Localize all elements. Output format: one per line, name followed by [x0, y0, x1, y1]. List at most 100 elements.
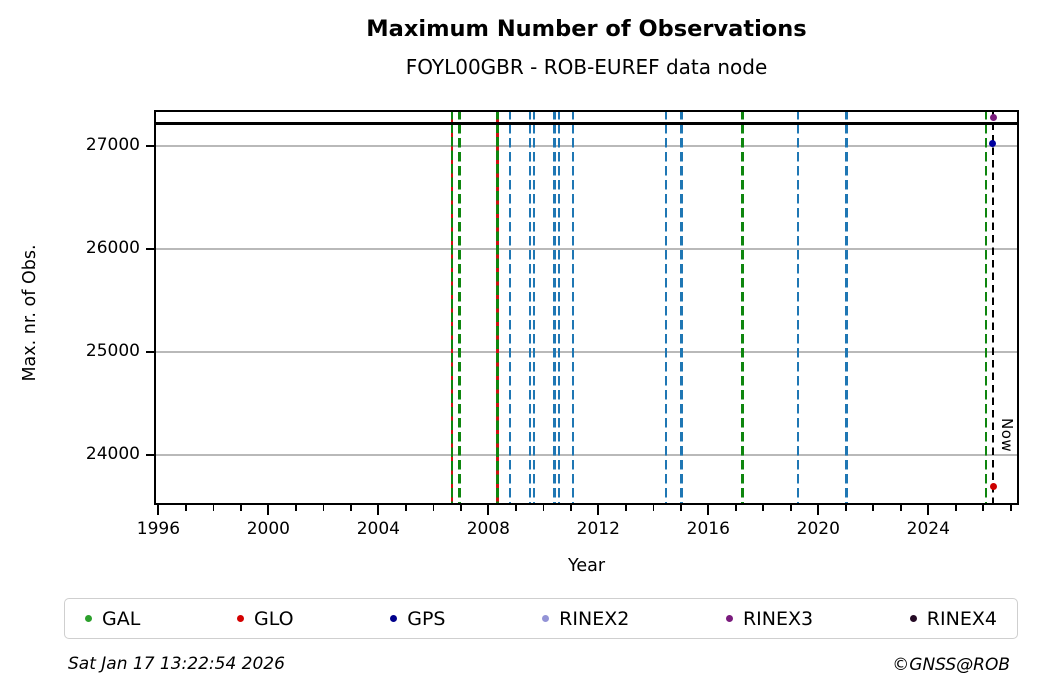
event-line-gps	[797, 110, 800, 505]
x-minor-tick-mark	[982, 505, 985, 511]
x-minor-tick-mark	[322, 505, 325, 511]
y-tick-label: 27000	[85, 135, 140, 156]
x-minor-tick-mark	[460, 505, 462, 511]
x-minor-tick-mark	[350, 505, 352, 511]
y-tick-mark	[146, 351, 154, 354]
event-line-gps	[680, 110, 683, 505]
x-tick-mark	[927, 505, 930, 515]
x-minor-tick-mark	[625, 505, 627, 511]
x-minor-tick-mark	[185, 505, 187, 511]
legend-item-glo: GLO	[236, 607, 294, 630]
x-minor-tick-mark	[515, 505, 517, 511]
event-line-gps	[528, 110, 532, 505]
event-line-gps	[845, 110, 848, 505]
x-tick-label: 2000	[246, 519, 290, 539]
x-minor-tick-mark	[570, 505, 572, 511]
legend-label: RINEX4	[926, 607, 997, 630]
now-line	[991, 110, 994, 505]
x-tick-label: 2016	[686, 519, 730, 539]
x-minor-tick-mark	[212, 505, 215, 511]
now-label: Now	[997, 418, 1016, 453]
data-point-glo	[990, 482, 998, 490]
x-minor-tick-mark	[734, 505, 737, 511]
rinex2-marker-dot-icon	[542, 615, 550, 622]
credit-watermark: ©GNSS@ROB	[892, 655, 1010, 675]
event-line-gal	[458, 110, 461, 505]
x-tick-mark	[377, 505, 380, 515]
x-tick-mark	[597, 505, 600, 515]
y-tick-label: 26000	[85, 238, 140, 259]
glo-marker-dot-icon	[236, 615, 244, 622]
x-axis-label: Year	[567, 556, 606, 576]
event-line-gps	[532, 110, 536, 505]
y-tick-label: 25000	[85, 341, 140, 362]
event-line-gal	[741, 110, 744, 505]
x-tick-label: 2012	[576, 519, 620, 539]
grid-line	[154, 248, 1019, 251]
plot-timestamp: Sat Jan 17 13:22:54 2026	[68, 654, 285, 674]
x-tick-mark	[817, 505, 820, 515]
plot-frame	[154, 110, 1019, 505]
event-line-gps	[664, 110, 668, 505]
event-line-gal-glo	[496, 110, 499, 505]
y-tick-mark	[146, 248, 154, 251]
x-minor-tick-mark	[405, 505, 407, 511]
chart-subtitle: FOYL00GBR - ROB-EUREF data node	[405, 55, 768, 79]
event-line-gps	[508, 110, 511, 505]
event-line-gps	[558, 110, 561, 505]
event-line-gps	[571, 110, 574, 505]
x-tick-label: 1996	[136, 519, 181, 539]
x-minor-tick-mark	[295, 505, 297, 511]
x-minor-tick-mark	[872, 505, 875, 511]
x-tick-mark	[267, 505, 270, 515]
event-line-gal	[984, 110, 988, 505]
x-minor-tick-mark	[680, 505, 682, 511]
legend-item-rinex4: RINEX4	[909, 607, 997, 630]
gal-marker-dot-icon	[85, 615, 92, 622]
x-minor-tick-mark	[432, 505, 435, 511]
grid-line	[154, 145, 1019, 147]
x-tick-mark	[707, 505, 710, 515]
grid-line	[154, 454, 1019, 457]
y-tick-label: 24000	[85, 444, 140, 465]
legend-item-rinex2: RINEX2	[542, 608, 629, 630]
x-minor-tick-mark	[1009, 505, 1012, 511]
event-line-gps	[553, 110, 556, 505]
data-point-rinex3	[990, 113, 998, 121]
x-tick-label: 2008	[466, 519, 510, 539]
x-minor-tick-mark	[899, 505, 902, 511]
y-tick-mark	[146, 145, 154, 148]
data-point-gps	[988, 139, 996, 147]
x-minor-tick-mark	[542, 505, 545, 511]
rinex3-marker-dot-icon	[725, 615, 733, 622]
x-minor-tick-mark	[844, 505, 847, 511]
x-minor-tick-mark	[954, 505, 957, 511]
legend-item-gal: GAL	[85, 608, 140, 630]
x-tick-label: 2020	[796, 519, 840, 539]
y-tick-mark	[146, 454, 154, 457]
legend-label: GLO	[253, 607, 294, 630]
legend-label: GAL	[102, 607, 141, 630]
x-minor-tick-mark	[762, 505, 765, 511]
x-tick-mark	[487, 505, 490, 515]
x-minor-tick-mark	[789, 505, 792, 511]
x-minor-tick-mark	[240, 505, 242, 511]
plot-area: 24000 25000 26000 27000 1996 2000 2004 2008 2012…	[86, 110, 1019, 539]
x-tick-mark	[157, 505, 160, 515]
x-minor-tick-mark	[652, 505, 655, 511]
gps-marker-dot-icon	[390, 615, 398, 622]
legend-label: RINEX3	[742, 607, 814, 630]
max-observations-line	[154, 122, 1019, 125]
rinex4-marker-dot-icon	[909, 615, 917, 622]
legend-label: RINEX2	[559, 607, 630, 630]
legend: GAL GLO GPS RINEX2 RINEX3 RINEX4	[64, 598, 1018, 639]
legend-item-gps: GPS	[390, 607, 446, 630]
legend-label: GPS	[407, 607, 446, 630]
x-tick-label: 2004	[356, 519, 400, 539]
grid-line	[154, 351, 1019, 354]
chart-title: Maximum Number of Observations	[366, 16, 807, 42]
x-tick-label: 2024	[906, 519, 950, 539]
y-axis-label: Max. nr. of Obs.	[20, 244, 40, 382]
event-line-gal-glo	[450, 110, 454, 505]
